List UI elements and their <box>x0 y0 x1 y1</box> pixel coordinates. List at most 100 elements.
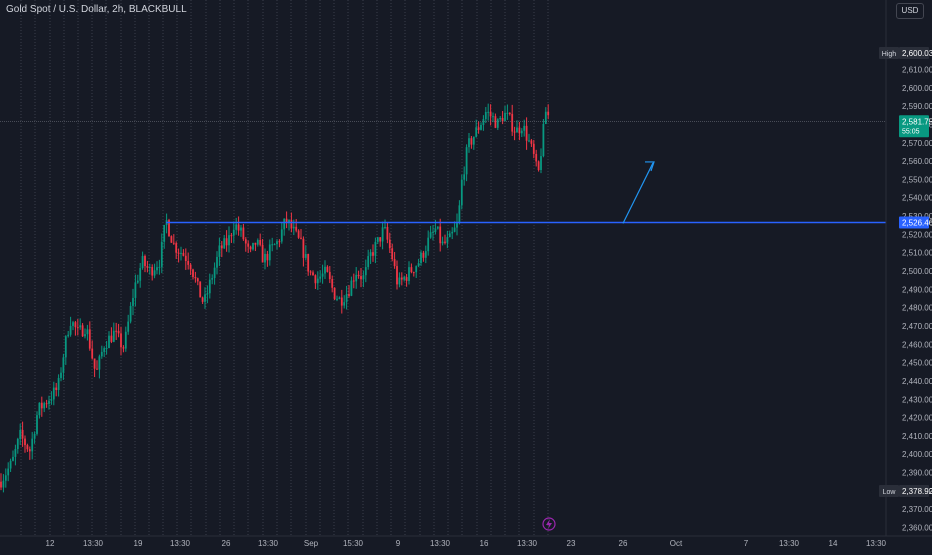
candle-body <box>228 235 230 246</box>
candle-body <box>12 456 14 461</box>
candle-body <box>187 261 190 265</box>
candle-body <box>88 329 91 349</box>
candle-body <box>175 243 178 253</box>
candle-body <box>535 153 538 162</box>
candle-body <box>386 226 389 240</box>
candle-body <box>112 330 115 342</box>
candle-body <box>172 242 175 244</box>
last-price-tag-countdown: 55:05 <box>902 128 920 135</box>
candle-body <box>213 267 216 279</box>
candle-body <box>516 127 518 133</box>
candle-body <box>350 280 353 296</box>
candle-body <box>321 273 324 277</box>
price-tags: High 2,600.03 2,581.75 55:05 2,526.46 Low 2,37… <box>879 47 932 497</box>
candle-body <box>48 400 50 404</box>
last-price-tag-value-bg <box>899 115 929 138</box>
candle-body <box>398 277 401 285</box>
price-tick-label: 2,470.00 <box>902 322 932 331</box>
candle-body <box>184 255 187 262</box>
last-price-tag: 2,581.75 55:05 <box>899 115 932 138</box>
candle-body <box>477 127 480 130</box>
drawings <box>0 120 886 224</box>
line-price-tag-value-bg <box>899 216 929 229</box>
candle-body <box>79 325 82 328</box>
candle-body <box>412 272 415 274</box>
candle-body <box>177 252 180 254</box>
candle-body <box>98 356 101 370</box>
candle-body <box>460 179 463 206</box>
candle-body <box>410 267 413 273</box>
candle-body <box>343 302 346 306</box>
time-tick-label: 7 <box>744 539 749 548</box>
candle-body <box>256 239 259 245</box>
candle-body <box>144 256 146 267</box>
candle-body <box>38 402 41 416</box>
candle-body <box>141 256 144 269</box>
candle-body <box>7 468 10 476</box>
time-tick-label: 23 <box>567 539 576 548</box>
candle-body <box>91 348 94 359</box>
candle-body <box>216 256 218 268</box>
price-tick-label: 2,420.00 <box>902 414 932 423</box>
candle-body <box>292 226 295 229</box>
candle-body <box>484 112 487 120</box>
time-tick-label: 19 <box>134 539 143 548</box>
candle-body <box>67 334 70 337</box>
candle-body <box>441 241 444 244</box>
candle-body <box>129 305 132 322</box>
candle-body <box>532 143 535 154</box>
time-tick-label: 13:30 <box>170 539 191 548</box>
candle-body <box>55 387 58 391</box>
candle-body <box>424 251 427 258</box>
time-tick-label: 13:30 <box>517 539 538 548</box>
time-tick-label: 16 <box>480 539 489 548</box>
time-tick-label: 13:30 <box>866 539 887 548</box>
candle-body <box>100 351 103 357</box>
candle-body <box>127 321 130 332</box>
candle-body <box>261 244 264 263</box>
candle-body <box>237 224 240 231</box>
price-tick-label: 2,610.00 <box>902 66 932 75</box>
candle-body <box>465 147 468 175</box>
candle-body <box>14 449 17 457</box>
candle-body <box>21 429 24 439</box>
candle-body <box>362 275 365 280</box>
candle-body <box>201 297 204 302</box>
candle-body <box>328 271 331 280</box>
candle-body <box>367 256 370 268</box>
price-tick-label: 2,600.00 <box>902 84 932 93</box>
candle-body <box>225 238 228 246</box>
candle-body <box>33 433 36 439</box>
candle-body <box>468 138 470 148</box>
arrow-head <box>645 161 655 172</box>
candle-body <box>429 232 432 238</box>
time-tick-label: 13:30 <box>258 539 279 548</box>
candle-body <box>192 269 194 277</box>
candle-body <box>148 267 151 269</box>
candle-body <box>528 140 530 142</box>
symbol-title: Gold Spot / U.S. Dollar, 2h, BLACKBULL <box>6 4 187 15</box>
candle-body <box>134 282 137 298</box>
price-tick-label: 2,480.00 <box>902 304 932 313</box>
candle-body <box>458 205 461 223</box>
candle-body <box>348 294 350 296</box>
candle-body <box>345 294 348 303</box>
candle-body <box>374 241 377 256</box>
candle-body <box>0 481 2 488</box>
candle-body <box>463 174 466 180</box>
candle-body <box>542 123 545 157</box>
candle-body <box>304 253 307 258</box>
candle-body <box>163 225 166 242</box>
candle-body <box>439 226 442 244</box>
candle-body <box>264 253 266 263</box>
candle-body <box>189 264 192 270</box>
candle-body <box>492 116 494 118</box>
candle-body <box>436 226 439 229</box>
candle-body <box>278 241 281 243</box>
price-tick-label: 2,370.00 <box>902 505 932 514</box>
currency-button[interactable]: USD <box>896 3 924 19</box>
candle-body <box>451 231 454 234</box>
candle-body <box>432 231 434 233</box>
